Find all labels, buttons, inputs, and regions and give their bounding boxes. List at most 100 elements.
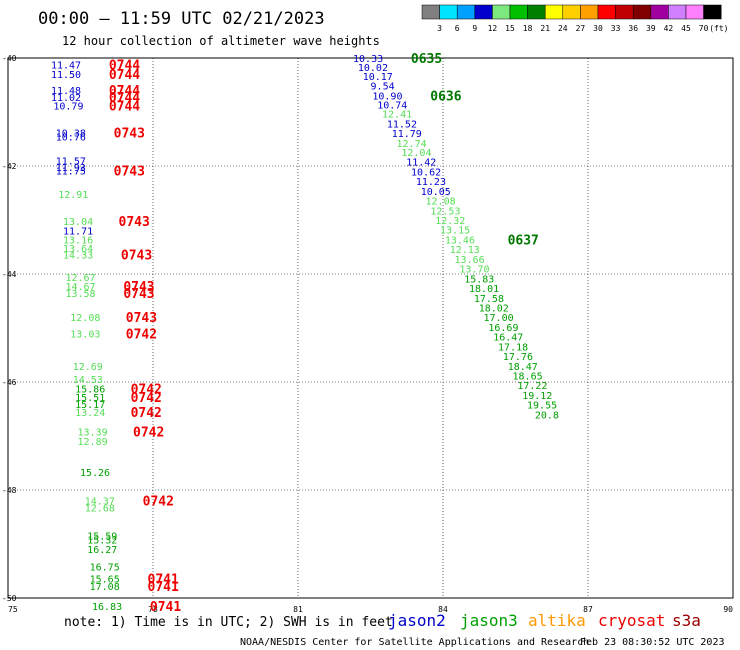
pass-time-label: 0744 xyxy=(109,91,140,106)
pass-time-label: 0741 xyxy=(148,580,179,595)
wave-height-point: 17.08 xyxy=(90,582,120,593)
wave-height-point: 12.41 xyxy=(382,110,412,121)
wave-height-point: 14.37 xyxy=(85,496,115,507)
wave-height-point: 17.00 xyxy=(484,313,514,324)
wave-height-point: 15.65 xyxy=(90,575,120,586)
pass-time-label: 0743 xyxy=(114,127,145,142)
chart-title: 00:00 – 11:59 UTC 02/21/2023 xyxy=(38,9,325,29)
pass-time-label: 0635 xyxy=(411,52,442,67)
wave-height-point: 12.69 xyxy=(73,362,103,373)
color-scale-label: 33 xyxy=(611,24,621,33)
y-tick-label: -48 xyxy=(2,486,17,495)
color-scale-label: 39 xyxy=(646,24,656,33)
pass-time-label: 0743 xyxy=(121,249,152,264)
color-swatch xyxy=(509,4,528,20)
pass-time-label: 0742 xyxy=(143,494,174,509)
wave-height-point: 12.32 xyxy=(435,216,465,227)
wave-height-point: 12.13 xyxy=(450,245,480,256)
wave-height-point: 19.55 xyxy=(527,401,557,412)
wave-height-point: 12.91 xyxy=(58,190,88,201)
pass-time-label: 0743 xyxy=(126,311,157,326)
x-tick-label: 75 xyxy=(8,605,18,614)
wave-height-point: 10.33 xyxy=(353,54,383,65)
wave-height-point: 11.79 xyxy=(392,129,422,140)
pass-time-label: 0742 xyxy=(131,382,162,397)
wave-height-point: 17.76 xyxy=(503,352,533,363)
wave-height-point: 11.71 xyxy=(63,226,93,237)
wave-height-point: 17.58 xyxy=(474,294,504,305)
wave-height-point: 15.26 xyxy=(80,468,110,479)
legend-item-s3a: s3a xyxy=(672,611,701,630)
color-swatch xyxy=(456,4,476,20)
color-scale-label: 6 xyxy=(455,24,460,33)
color-swatch xyxy=(421,4,440,20)
color-swatch xyxy=(562,4,581,20)
color-swatch xyxy=(615,4,634,20)
wave-height-point: 16.83 xyxy=(92,602,122,613)
pass-time-label: 0742 xyxy=(126,327,157,342)
pass-time-label: 0741 xyxy=(148,573,179,588)
wave-height-point: 17.22 xyxy=(517,381,547,392)
x-tick-label: 90 xyxy=(723,605,733,614)
wave-height-point: 10.62 xyxy=(411,167,441,178)
color-scale-legend: 3 6 9 12 15 18 21 24 27 30 33 36 39 42 45 70 (ft) xyxy=(421,4,728,33)
wave-height-point: 14.67 xyxy=(65,282,95,293)
wave-height-point: 17.18 xyxy=(498,342,528,353)
wave-height-point: 16.27 xyxy=(87,545,117,556)
wave-height-point: 12.68 xyxy=(85,503,115,514)
wave-height-point: 12.74 xyxy=(397,139,427,150)
pass-time-label: 0744 xyxy=(109,84,140,99)
y-tick-label: -44 xyxy=(2,270,17,279)
pass-time-label: 0742 xyxy=(131,391,162,406)
wave-height-point: 13.39 xyxy=(78,428,108,439)
wave-height-point: 12.04 xyxy=(401,148,431,159)
wave-height-point: 15.17 xyxy=(75,400,105,411)
color-scale-label: 36 xyxy=(628,24,638,33)
color-scale-label: 45 xyxy=(681,24,691,33)
wave-height-point: 15.59 xyxy=(87,531,117,542)
wave-height-point: 18.01 xyxy=(469,284,499,295)
wave-height-point: 11.93 xyxy=(56,163,86,174)
wave-height-point: 13.66 xyxy=(455,255,485,266)
wave-height-point: 13.58 xyxy=(65,289,95,300)
wave-height-point: 11.50 xyxy=(51,70,81,81)
y-tick-label: -50 xyxy=(2,594,17,603)
wave-height-point: 13.15 xyxy=(440,226,470,237)
color-swatch xyxy=(703,4,722,20)
color-swatch xyxy=(650,4,669,20)
color-scale-label: 24 xyxy=(558,24,568,33)
wave-height-point: 11.57 xyxy=(56,157,86,168)
wave-height-point: 15.83 xyxy=(464,274,494,285)
chart-subtitle: 12 hour collection of altimeter wave hei… xyxy=(62,34,380,48)
y-tick-label: -40 xyxy=(2,54,17,63)
legend-item-jason3: jason3 xyxy=(460,611,518,630)
wave-height-point: 10.05 xyxy=(421,187,451,198)
color-scale-label: 9 xyxy=(472,24,477,33)
wave-height-point: 13.16 xyxy=(63,235,93,246)
axis-ticks: 75 78 81 84 87 90 -40 -42 -44 -46 -48 -50 xyxy=(2,54,733,614)
pass-time-label: 0744 xyxy=(109,58,140,73)
wave-height-point: 9.54 xyxy=(371,82,395,93)
wave-height-point: 13.24 xyxy=(75,408,105,419)
units-label: (ft) xyxy=(709,24,728,33)
pass-labels: 0744074407440744074407430743074307430743… xyxy=(109,52,539,615)
color-swatch xyxy=(439,4,458,20)
wave-height-point: 11.75 xyxy=(56,166,86,177)
wave-height-point: 14.33 xyxy=(63,251,93,262)
color-scale-label: 15 xyxy=(505,24,515,33)
x-tick-label: 78 xyxy=(148,605,158,614)
color-scale-label: 18 xyxy=(523,24,533,33)
y-tick-label: -46 xyxy=(2,378,17,387)
color-swatch xyxy=(474,4,493,20)
color-swatch xyxy=(668,4,687,20)
pass-time-label: 0741 xyxy=(150,600,181,615)
pass-time-label: 0743 xyxy=(119,215,150,230)
pass-time-label: 0636 xyxy=(430,89,461,104)
x-tick-label: 81 xyxy=(293,605,303,614)
color-scale-label: 21 xyxy=(540,24,550,33)
wave-height-point: 16.69 xyxy=(488,323,518,334)
wave-height-point: 11.02 xyxy=(51,93,81,104)
legend-item-altika: altika xyxy=(528,611,586,630)
